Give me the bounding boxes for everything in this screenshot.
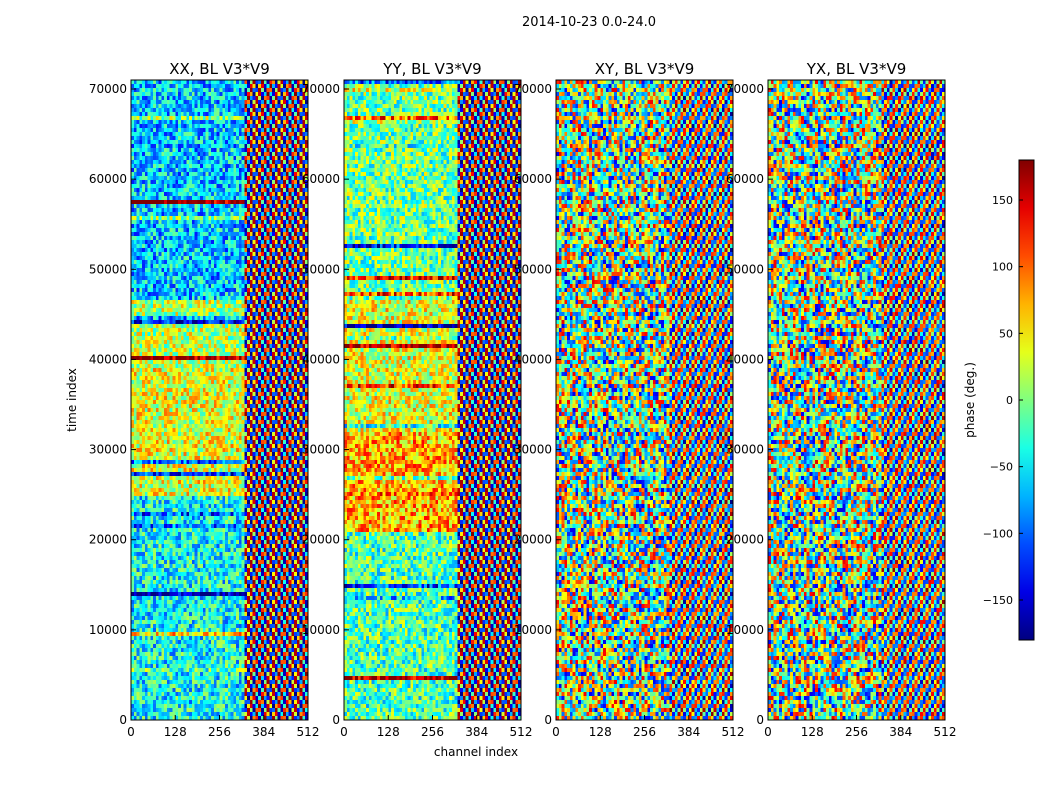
panel-title: YX, BL V3*V9 (806, 60, 907, 78)
x-tick-label: 128 (801, 725, 824, 739)
y-tick-label: 10000 (726, 623, 764, 637)
heatmap-image-yx (768, 80, 945, 720)
heatmap-image-yy (344, 80, 521, 720)
y-tick-label: 30000 (302, 443, 340, 457)
y-tick-label: 0 (544, 713, 552, 727)
y-tick-label: 60000 (302, 172, 340, 186)
x-tick-label: 512 (297, 725, 320, 739)
y-tick-label: 30000 (89, 443, 127, 457)
x-tick-label: 0 (552, 725, 560, 739)
panel-xy: XY, BL V3*V9 0 128 256 384 512 0 10000 20000 3000… (514, 60, 745, 739)
y-tick-label: 30000 (514, 443, 552, 457)
panel-title: XY, BL V3*V9 (595, 60, 695, 78)
x-tick-label: 0 (764, 725, 772, 739)
colorbar: −150 −100 −50 0 50 100 150 (983, 159, 1035, 641)
y-tick-label: 50000 (89, 262, 127, 276)
x-tick-label: 0 (340, 725, 348, 739)
x-tick-label: 128 (589, 725, 612, 739)
y-tick-label: 10000 (302, 623, 340, 637)
heatmap-image-xx (131, 80, 308, 720)
y-tick-label: 20000 (302, 533, 340, 547)
x-tick-label: 512 (510, 725, 533, 739)
y-tick-label: 40000 (89, 352, 127, 366)
x-tick-label: 128 (164, 725, 187, 739)
x-tick-label: 384 (465, 725, 488, 739)
x-axis-label: channel index (434, 745, 518, 759)
colorbar-tick-label: −50 (990, 461, 1013, 474)
colorbar-tick-label: −100 (983, 527, 1013, 540)
x-tick-label: 256 (208, 725, 231, 739)
y-tick-label: 70000 (726, 82, 764, 96)
y-tick-label: 50000 (726, 262, 764, 276)
panel-yx: YX, BL V3*V9 0 128 256 384 512 0 10000 20000 3000… (726, 60, 957, 739)
y-tick-label: 60000 (514, 172, 552, 186)
y-tick-label: 10000 (89, 623, 127, 637)
x-tick-label: 0 (127, 725, 135, 739)
y-axis-label: time index (65, 368, 79, 432)
colorbar-label: phase (deg.) (963, 362, 977, 438)
y-tick-label: 40000 (726, 352, 764, 366)
heatmap-panels: XX, BL V3*V9 0 128 256 384 512 0 10000 20000 3000… (89, 60, 957, 739)
x-tick-label: 384 (889, 725, 912, 739)
colorbar-tick-label: −150 (983, 594, 1013, 607)
y-tick-label: 10000 (514, 623, 552, 637)
y-tick-label: 40000 (514, 352, 552, 366)
x-tick-label: 256 (845, 725, 868, 739)
y-tick-label: 0 (756, 713, 764, 727)
y-tick-label: 20000 (89, 533, 127, 547)
y-tick-label: 60000 (726, 172, 764, 186)
figure-suptitle: 2014-10-23 0.0-24.0 (522, 15, 656, 30)
colorbar-tick-label: 100 (992, 261, 1013, 274)
y-tick-label: 20000 (514, 533, 552, 547)
panel-title: XX, BL V3*V9 (169, 60, 270, 78)
x-tick-label: 384 (252, 725, 275, 739)
panel-yy: YY, BL V3*V9 0 128 256 384 512 0 10000 20000 3000… (302, 60, 533, 739)
y-tick-label: 50000 (302, 262, 340, 276)
x-tick-label: 512 (934, 725, 957, 739)
x-tick-label: 384 (677, 725, 700, 739)
y-tick-label: 40000 (302, 352, 340, 366)
y-tick-label: 70000 (514, 82, 552, 96)
colorbar-tick-label: 50 (999, 327, 1013, 340)
colorbar-tick-label: 0 (1006, 394, 1013, 407)
y-tick-label: 70000 (89, 82, 127, 96)
colorbar-tick-label: 150 (992, 194, 1013, 207)
x-tick-label: 128 (377, 725, 400, 739)
x-tick-label: 256 (633, 725, 656, 739)
y-tick-label: 60000 (89, 172, 127, 186)
panel-title: YY, BL V3*V9 (382, 60, 481, 78)
y-tick-label: 0 (332, 713, 340, 727)
y-tick-label: 50000 (514, 262, 552, 276)
heatmap-image-xy (556, 80, 733, 720)
y-tick-label: 70000 (302, 82, 340, 96)
y-tick-label: 20000 (726, 533, 764, 547)
y-tick-label: 0 (119, 713, 127, 727)
x-tick-label: 256 (421, 725, 444, 739)
x-tick-label: 512 (722, 725, 745, 739)
panel-xx: XX, BL V3*V9 0 128 256 384 512 0 10000 20000 3000… (89, 60, 320, 739)
y-tick-label: 30000 (726, 443, 764, 457)
